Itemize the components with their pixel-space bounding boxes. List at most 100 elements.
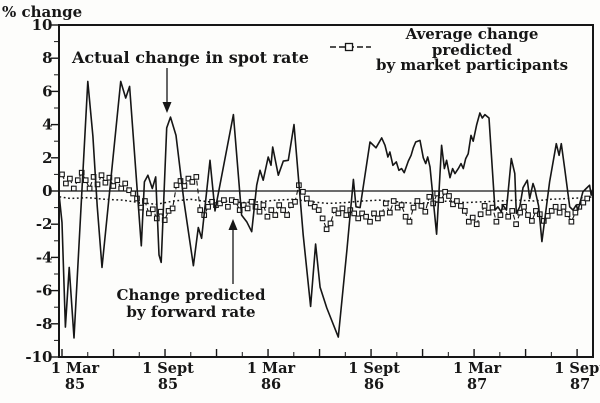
- square-marker-icon: [236, 207, 243, 213]
- square-marker-icon: [217, 200, 223, 207]
- square-marker-icon: [185, 175, 192, 182]
- square-marker-icon: [288, 202, 294, 208]
- square-marker-icon: [157, 208, 164, 215]
- square-marker-icon: [268, 207, 275, 213]
- square-marker-icon: [509, 208, 516, 214]
- y-tick-label: -10: [25, 348, 52, 366]
- square-marker-icon: [86, 185, 93, 192]
- square-marker-icon: [398, 202, 405, 208]
- square-marker-icon: [280, 207, 286, 213]
- square-marker-icon: [264, 213, 271, 220]
- market-participants-line: [61, 171, 588, 231]
- square-marker-icon: [284, 212, 290, 218]
- square-marker-icon: [82, 177, 89, 184]
- square-marker-icon: [461, 208, 468, 214]
- square-marker-icon: [454, 198, 460, 204]
- forward-rate-annotation: Change predicted by forward rate: [112, 287, 270, 321]
- square-marker-icon: [418, 203, 425, 209]
- square-marker-icon: [525, 212, 531, 218]
- square-marker-icon: [63, 180, 69, 187]
- legend-label-line1: Average change predicted: [405, 25, 539, 59]
- square-marker-icon: [169, 205, 176, 212]
- legend-marker-icon: [330, 42, 371, 52]
- square-marker-icon: [343, 212, 350, 218]
- square-marker-icon: [485, 209, 492, 216]
- x-tick-label: 1 Sept 86: [348, 360, 400, 393]
- y-tick-label: 4: [42, 116, 52, 134]
- legend-square-icon: [344, 42, 354, 52]
- square-marker-icon: [473, 221, 480, 228]
- legend-label-line2: by market participants: [375, 56, 569, 74]
- square-marker-icon: [110, 183, 117, 189]
- square-marker-icon: [442, 188, 448, 195]
- square-marker-icon: [122, 180, 129, 187]
- forward-annotation-arrow-icon: [228, 219, 238, 284]
- square-marker-icon: [118, 185, 125, 192]
- square-marker-icon: [371, 210, 377, 217]
- square-marker-icon: [70, 185, 77, 192]
- x-tick-label: 1 Mar 87: [453, 360, 502, 393]
- square-marker-icon: [363, 213, 369, 220]
- square-marker-icon: [225, 203, 231, 210]
- square-marker-icon: [450, 201, 456, 208]
- square-marker-icon: [414, 198, 421, 204]
- square-marker-icon: [67, 175, 73, 182]
- square-marker-icon: [252, 203, 259, 210]
- square-marker-icon: [221, 197, 227, 203]
- square-marker-icon: [260, 202, 267, 208]
- square-marker-icon: [189, 179, 196, 185]
- square-marker-icon: [256, 208, 263, 215]
- square-marker-icon: [359, 210, 365, 217]
- square-marker-icon: [272, 212, 279, 218]
- x-tick-label: 1 Sept 85: [142, 360, 194, 393]
- square-marker-icon: [386, 209, 393, 216]
- square-marker-icon: [564, 211, 571, 218]
- arrowhead-up-icon: [228, 219, 238, 230]
- square-marker-icon: [379, 210, 385, 217]
- square-marker-icon: [315, 207, 322, 213]
- square-marker-icon: [446, 193, 452, 199]
- square-marker-icon: [149, 206, 156, 213]
- y-tick-label: 0: [42, 182, 52, 200]
- square-marker-icon: [529, 218, 535, 224]
- square-marker-icon: [481, 203, 488, 209]
- square-marker-icon: [311, 203, 318, 210]
- spot-annotation-arrow-icon: [162, 68, 172, 113]
- square-marker-icon: [319, 215, 326, 222]
- square-marker-icon: [327, 220, 334, 227]
- x-axis-ticks: 1 Mar 85 1 Sept 85 1 Mar 86 1 Sept 86 1 Mar 87 1 S…: [51, 349, 600, 393]
- square-marker-icon: [276, 202, 283, 208]
- square-marker-icon: [367, 218, 373, 225]
- y-tick-label: -4: [36, 248, 53, 266]
- square-marker-icon: [323, 226, 330, 233]
- legend: Average change predicted by market parti…: [366, 25, 578, 74]
- square-marker-icon: [521, 203, 527, 210]
- square-marker-icon: [248, 198, 255, 205]
- square-marker-icon: [422, 208, 429, 215]
- arrowhead-down-icon: [162, 102, 172, 113]
- y-tick-label: -8: [36, 315, 53, 333]
- y-tick-label: 10: [32, 16, 53, 34]
- square-marker-icon: [493, 218, 500, 225]
- square-marker-icon: [78, 169, 85, 176]
- y-tick-label: 6: [42, 82, 52, 100]
- square-marker-icon: [335, 210, 342, 217]
- y-tick-label: -6: [36, 282, 53, 300]
- square-marker-icon: [390, 198, 397, 204]
- square-marker-icon: [560, 203, 567, 210]
- square-marker-icon: [173, 182, 180, 189]
- forward-annotation-line2: by forward rate: [126, 303, 256, 321]
- square-marker-icon: [292, 198, 298, 205]
- square-marker-icon: [197, 207, 204, 213]
- square-marker-icon: [469, 214, 476, 221]
- square-marker-icon: [572, 209, 579, 216]
- square-marker-icon: [146, 210, 152, 217]
- square-marker-icon: [533, 208, 539, 214]
- square-marker-icon: [102, 179, 109, 186]
- square-marker-icon: [552, 203, 559, 210]
- square-marker-icon: [126, 187, 132, 194]
- square-marker-icon: [402, 213, 409, 220]
- square-marker-icon: [142, 198, 148, 204]
